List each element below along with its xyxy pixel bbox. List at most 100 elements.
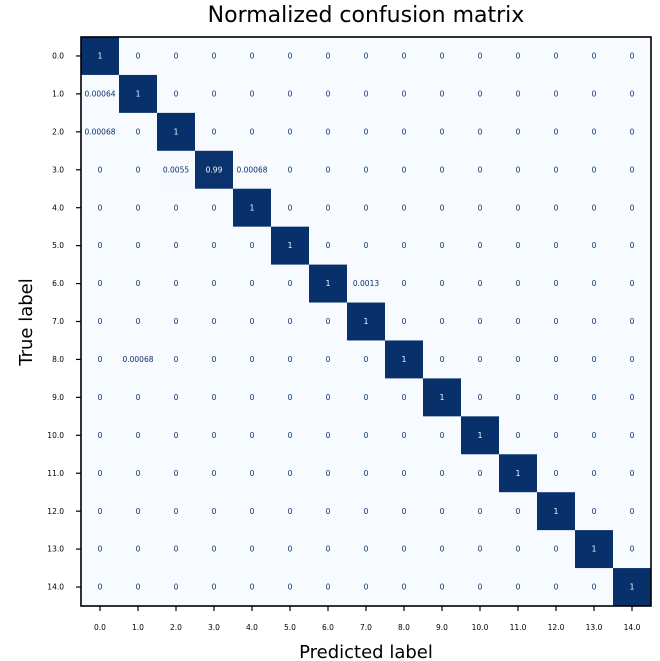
heatmap-cell — [81, 530, 120, 569]
heatmap-cell — [423, 340, 462, 379]
heatmap-cell — [423, 492, 462, 531]
x-tick-label: 11.0 — [510, 623, 527, 632]
heatmap-cell — [119, 226, 158, 266]
cell-value-label: 0 — [136, 431, 141, 440]
cell-value-label: 0 — [516, 507, 521, 516]
cell-value-label: 0 — [402, 165, 407, 174]
cell-value-label: 0 — [440, 317, 445, 326]
heatmap-cell — [81, 454, 120, 493]
cell-value-label: 0 — [630, 317, 635, 326]
cell-value-label: 0 — [516, 545, 521, 554]
heatmap-cell — [537, 302, 576, 341]
cell-value-label: 0 — [250, 393, 255, 402]
heatmap-cell — [157, 150, 196, 190]
cell-value-label: 0 — [136, 165, 141, 174]
cell-value-label: 0 — [364, 127, 369, 136]
cell-value-label: 0 — [174, 507, 179, 516]
heatmap-cell — [157, 188, 196, 228]
cell-value-label: 0 — [440, 203, 445, 212]
cell-value-label: 0 — [516, 203, 521, 212]
heatmap-cell — [499, 264, 538, 304]
cell-value-label: 0 — [516, 583, 521, 592]
cell-value-label: 0 — [288, 52, 293, 61]
cell-value-label: 0 — [212, 127, 217, 136]
heatmap-cell — [385, 112, 424, 152]
cell-value-label: 0 — [364, 431, 369, 440]
cell-value-label: 0 — [364, 241, 369, 250]
cell-value-label: 0 — [440, 507, 445, 516]
heatmap-cell — [271, 416, 310, 455]
cell-value-label: 0 — [174, 203, 179, 212]
heatmap-cell — [309, 340, 348, 379]
heatmap-cell — [233, 302, 272, 341]
cell-value-label: 0 — [554, 355, 559, 364]
cell-value-label: 0 — [288, 165, 293, 174]
cell-value-label: 0 — [478, 583, 483, 592]
heatmap-cell — [81, 378, 120, 417]
cell-value-label: 0 — [440, 545, 445, 554]
cell-value-label: 0 — [554, 127, 559, 136]
cell-value-label: 0 — [630, 469, 635, 478]
x-tick-label: 13.0 — [586, 623, 603, 632]
cell-value-label: 0 — [630, 355, 635, 364]
heatmap-cell — [309, 416, 348, 455]
cell-value-label: 0 — [440, 127, 445, 136]
heatmap-cell — [461, 568, 500, 607]
heatmap-cell — [613, 530, 652, 569]
heatmap-cell — [309, 226, 348, 266]
heatmap-cell — [81, 264, 120, 304]
heatmap-cell — [347, 568, 386, 607]
cell-value-label: 0.0013 — [353, 279, 379, 288]
cell-value-label: 0 — [364, 52, 369, 61]
cell-value-label: 0 — [630, 431, 635, 440]
cell-value-label: 0 — [478, 203, 483, 212]
cell-value-label: 0 — [250, 241, 255, 250]
heatmap-cell — [423, 150, 462, 190]
cell-value-label: 0 — [630, 393, 635, 402]
heatmap-cell — [119, 568, 158, 607]
x-tick-label: 7.0 — [360, 623, 372, 632]
cell-value-label: 1 — [516, 469, 521, 478]
cell-value-label: 0 — [174, 90, 179, 99]
cell-value-label: 0 — [516, 279, 521, 288]
heatmap-cell — [271, 530, 310, 569]
cell-value-label: 0 — [326, 317, 331, 326]
heatmap-cell — [271, 188, 310, 228]
heatmap-cell — [271, 378, 310, 417]
heatmap-cell — [271, 74, 310, 114]
heatmap-cell — [461, 302, 500, 341]
heatmap-cell — [423, 378, 462, 417]
cell-value-label: 0.00064 — [84, 90, 115, 99]
heatmap-cell — [119, 454, 158, 493]
heatmap-cell — [233, 378, 272, 417]
cell-value-label: 0 — [212, 90, 217, 99]
cell-value-label: 0 — [402, 545, 407, 554]
y-tick-label: 6.0 — [52, 279, 64, 288]
cell-value-label: 0 — [212, 469, 217, 478]
heatmap-cell — [119, 492, 158, 531]
cell-value-label: 0 — [136, 203, 141, 212]
y-tick-label: 5.0 — [52, 241, 64, 250]
cell-value-label: 0 — [364, 507, 369, 516]
heatmap-cell — [271, 226, 310, 266]
x-tick-label: 8.0 — [398, 623, 410, 632]
heatmap-cell — [309, 568, 348, 607]
cell-value-label: 0 — [630, 52, 635, 61]
heatmap-cell — [309, 37, 348, 76]
heatmap-cell — [81, 340, 120, 379]
cell-value-label: 0 — [98, 583, 103, 592]
heatmap-cell — [461, 150, 500, 190]
cell-value-label: 0 — [212, 355, 217, 364]
heatmap-cell — [613, 112, 652, 152]
cell-value-label: 0 — [516, 355, 521, 364]
cell-value-label: 0 — [326, 393, 331, 402]
heatmap-cell — [233, 454, 272, 493]
heatmap-cell — [461, 378, 500, 417]
heatmap-cell — [309, 264, 348, 304]
cell-value-label: 0 — [402, 317, 407, 326]
cell-value-label: 1 — [326, 279, 331, 288]
y-tick-label: 3.0 — [52, 165, 64, 174]
heatmap-cell — [347, 492, 386, 531]
heatmap-cell — [233, 37, 272, 76]
heatmap-cell — [461, 530, 500, 569]
